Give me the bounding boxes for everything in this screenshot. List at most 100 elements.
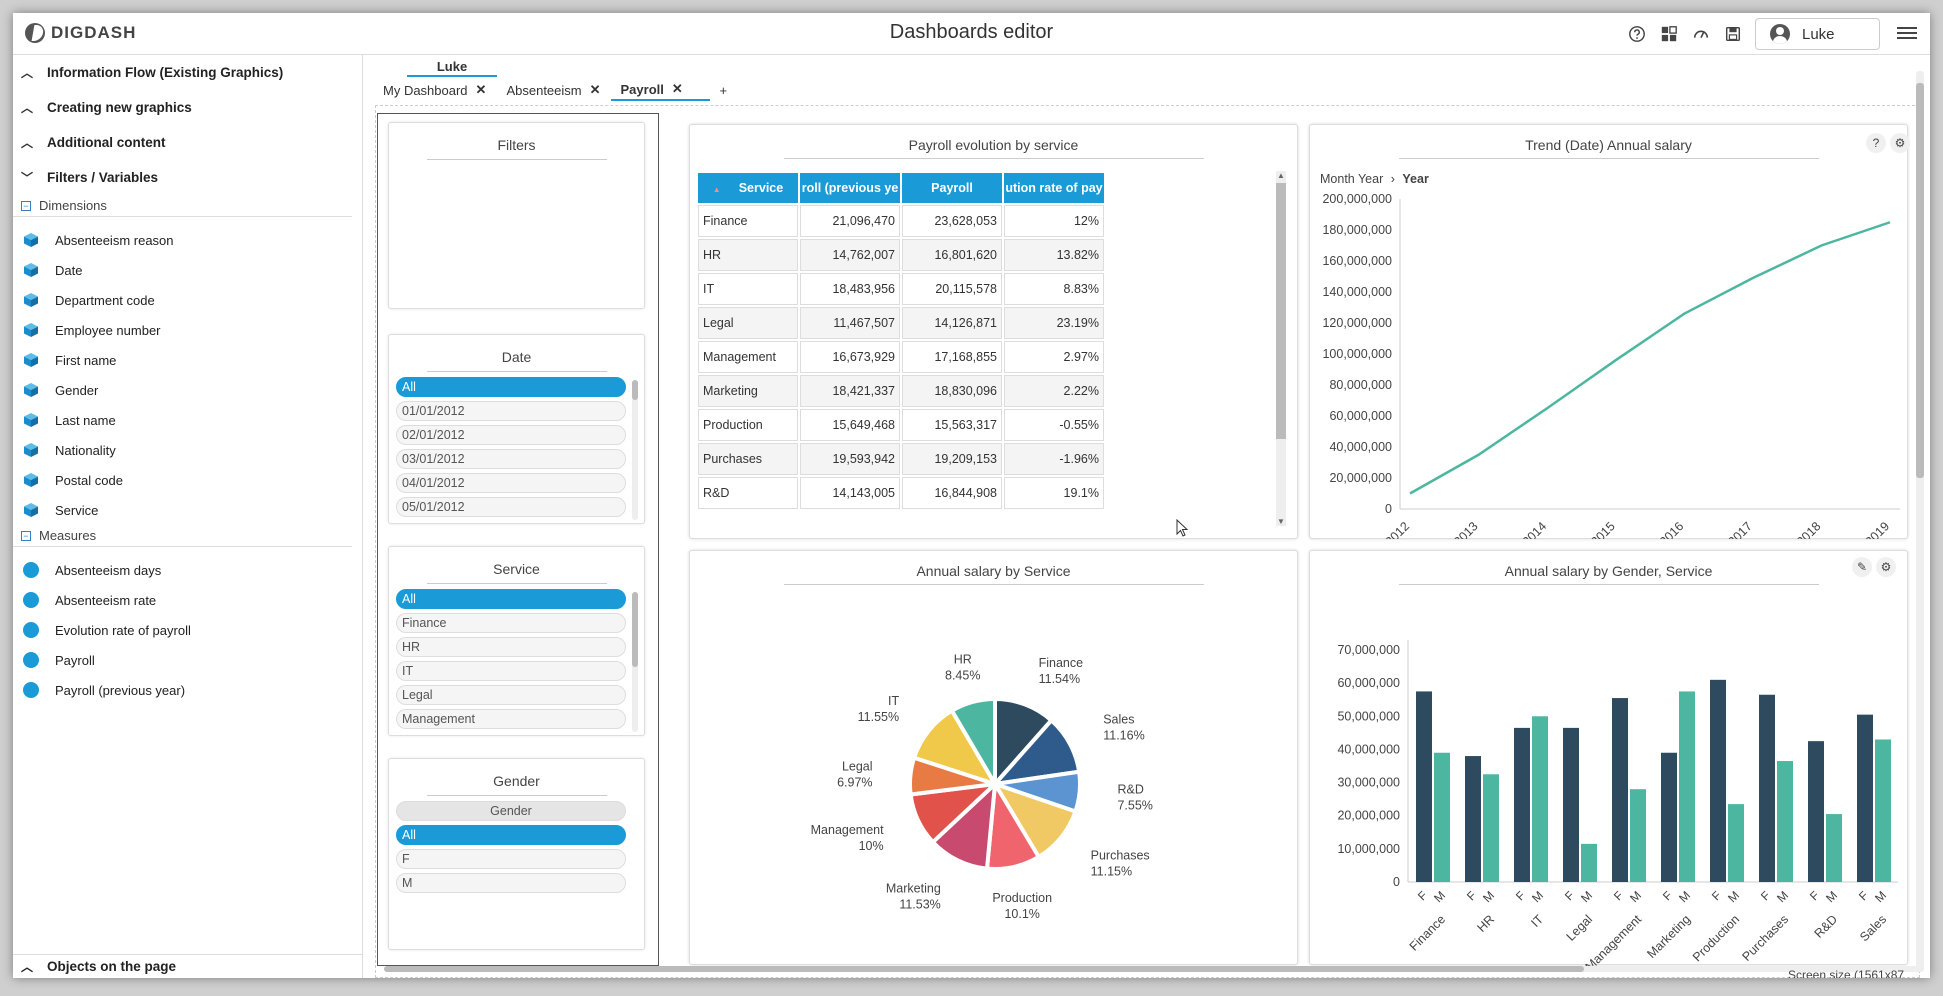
filter-option-f[interactable]: F [396,849,626,869]
measure-payroll[interactable]: Payroll [13,645,362,675]
table-header-col-2[interactable]: Payroll [902,173,1002,203]
filter-option-m[interactable]: M [396,873,626,893]
save-icon[interactable] [1723,24,1743,44]
gauge-icon[interactable] [1691,24,1711,44]
bar-purchases-m[interactable] [1777,761,1793,882]
bar-marketing-f[interactable] [1661,752,1677,882]
gear-icon[interactable]: ⚙ [1890,133,1910,153]
vertical-scrollbar[interactable] [1916,71,1924,971]
bar-r-d-f[interactable] [1808,741,1824,882]
dimension-employee-number[interactable]: Employee number [13,315,362,345]
measure-payroll-previous-year[interactable]: Payroll (previous year) [13,675,362,705]
x-tick-label: 2013 [1451,519,1481,539]
objects-on-page-section[interactable]: ︿ Objects on the page [13,954,363,978]
table-cell: 11,467,507 [800,307,900,339]
dimension-gender[interactable]: Gender [13,375,362,405]
bar-sales-f[interactable] [1857,714,1873,882]
filter-option-all[interactable]: All [396,825,626,845]
bar-it-m[interactable] [1532,716,1548,882]
filter-option-management[interactable]: Management [396,709,626,729]
measure-evolution-rate-of-payroll[interactable]: Evolution rate of payroll [13,615,362,645]
service-filter: Service All Finance HR IT Legal Management [388,546,645,736]
x-tick-label: 2018 [1794,519,1824,539]
bar-finance-f[interactable] [1416,691,1432,882]
bar-legal-f[interactable] [1563,727,1579,882]
gear-icon[interactable]: ⚙ [1876,557,1896,577]
tab-my-dashboard[interactable]: My Dashboard ✕ [373,79,496,101]
sidebar-section-creating-new-graphics[interactable]: ︿ Creating new graphics [13,90,362,125]
sub-tick-label: F [1758,888,1773,903]
filter-option-all[interactable]: All [396,589,626,609]
dimension-last-name[interactable]: Last name [13,405,362,435]
dimension-date[interactable]: Date [13,255,362,285]
sidebar-section-label: Creating new graphics [47,100,192,115]
table-header-col-3[interactable]: ution rate of pay [1004,173,1104,203]
measure-absenteeism-days[interactable]: Absenteeism days [13,555,362,585]
dimension-label: Date [55,262,83,278]
bar-it-f[interactable] [1514,727,1530,882]
measures-group[interactable]: − Measures [13,525,352,547]
pie-slice-hr[interactable] [949,696,997,792]
filter-option-05-01-2012[interactable]: 05/01/2012 [396,497,626,517]
filter-option-it[interactable]: IT [396,661,626,681]
user-tab[interactable]: Luke [407,55,497,77]
bar-r-d-m[interactable] [1826,814,1842,882]
filter-option-01-01-2012[interactable]: 01/01/2012 [396,401,626,421]
help-icon[interactable]: ? [1866,133,1886,153]
edit-pencil-icon[interactable]: ✎ [1852,557,1872,577]
tab-payroll[interactable]: Payroll ✕ [610,79,710,101]
category-tick-label: Marketing [1644,912,1693,961]
user-menu-button[interactable]: Luke [1755,18,1880,50]
bar-sales-m[interactable] [1875,739,1891,882]
filter-option-finance[interactable]: Finance [396,613,626,633]
bar-finance-m[interactable] [1434,752,1450,882]
bar-management-m[interactable] [1630,789,1646,882]
bar-marketing-m[interactable] [1679,691,1695,882]
page-title: Dashboards editor [889,21,1054,43]
bar-production-m[interactable] [1728,804,1744,882]
close-icon[interactable]: ✕ [589,82,601,97]
dimension-nationality[interactable]: Nationality [13,435,362,465]
sidebar-section-additional-content[interactable]: ︿ Additional content [13,125,362,160]
dimension-first-name[interactable]: First name [13,345,362,375]
dimension-absenteeism-reason[interactable]: Absenteeism reason [13,225,362,255]
dimension-label: Gender [55,382,99,398]
measure-absenteeism-rate[interactable]: Absenteeism rate [13,585,362,615]
table-row: Purchases 19,593,942 19,209,153 -1.96% [698,443,1104,475]
dimension-postal-code[interactable]: Postal code [13,465,362,495]
dashboard-grid-icon[interactable] [1659,24,1679,44]
dimension-department-code[interactable]: Department code [13,285,362,315]
sidebar-section-information-flow-existing-graphics[interactable]: ︿ Information Flow (Existing Graphics) [13,55,362,90]
dimension-label: Absenteeism reason [55,232,174,248]
table-header-service[interactable]: ▲ Service [698,173,798,203]
bar-hr-m[interactable] [1483,774,1499,882]
bar-management-f[interactable] [1612,698,1628,882]
bar-legal-m[interactable] [1581,843,1597,882]
bar-purchases-f[interactable] [1759,694,1775,882]
add-tab-button[interactable]: + [719,82,728,98]
hamburger-menu-icon[interactable] [1897,24,1917,42]
filter-option-02-01-2012[interactable]: 02/01/2012 [396,425,626,445]
table-header-col-1[interactable]: roll (previous ye [800,173,900,203]
breadcrumb-month-year[interactable]: Month Year [1320,172,1384,186]
sidebar: ︿ Information Flow (Existing Graphics) ︿ Cr… [13,55,363,978]
filter-option-hr[interactable]: HR [396,637,626,657]
filter-option-04-01-2012[interactable]: 04/01/2012 [396,473,626,493]
filter-option-03-01-2012[interactable]: 03/01/2012 [396,449,626,469]
dimension-label: Postal code [55,472,123,488]
close-icon[interactable]: ✕ [671,81,683,96]
collapse-box-icon[interactable]: − [21,200,31,211]
table-scrollbar[interactable]: ▲ ▼ [1276,171,1286,526]
sidebar-section-filters-variables[interactable]: ﹀ Filters / Variables [13,160,362,195]
dimensions-group[interactable]: − Dimensions [13,195,352,217]
collapse-box-icon[interactable]: − [21,530,31,541]
dimension-service[interactable]: Service [13,495,362,525]
filter-option-legal[interactable]: Legal [396,685,626,705]
help-icon[interactable] [1627,24,1647,44]
bar-production-f[interactable] [1710,679,1726,882]
close-icon[interactable]: ✕ [475,82,487,97]
tab-absenteeism[interactable]: Absenteeism ✕ [496,79,610,101]
filter-option-all[interactable]: All [396,377,626,397]
bar-hr-f[interactable] [1465,756,1481,882]
horizontal-scrollbar[interactable] [384,966,1924,972]
